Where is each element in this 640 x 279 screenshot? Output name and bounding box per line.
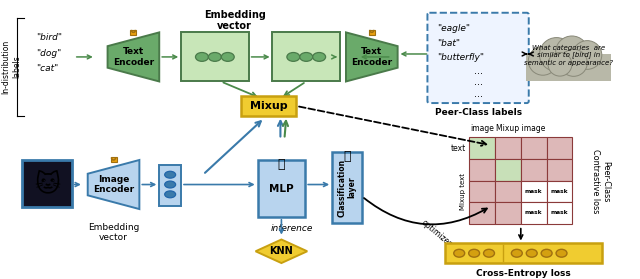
Text: Mixup: Mixup [250, 101, 287, 111]
Text: Cross-Entropy loss: Cross-Entropy loss [476, 269, 571, 278]
Text: "cat": "cat" [36, 64, 58, 73]
Bar [181, 32, 248, 81]
Ellipse shape [195, 52, 209, 61]
Text: Text
Encoder: Text Encoder [351, 47, 392, 67]
Text: optimizes: optimizes [419, 218, 454, 249]
Text: "eagle": "eagle" [437, 24, 470, 33]
Bar [547, 138, 572, 159]
Bar [332, 152, 362, 223]
Text: "dog": "dog" [36, 49, 61, 57]
Text: "bat": "bat" [437, 39, 460, 48]
Ellipse shape [484, 249, 495, 257]
Ellipse shape [221, 52, 234, 61]
Bar [521, 138, 547, 159]
Ellipse shape [511, 249, 522, 257]
Text: "butterfly": "butterfly" [437, 53, 484, 62]
Bar [445, 243, 602, 263]
Text: Peer-Class labels: Peer-Class labels [435, 108, 522, 117]
Bar [469, 202, 495, 224]
Ellipse shape [300, 52, 313, 61]
Bar [241, 96, 296, 116]
Ellipse shape [526, 249, 537, 257]
Text: MLP: MLP [269, 184, 294, 194]
Polygon shape [88, 160, 140, 209]
Text: Image
Encoder: Image Encoder [93, 175, 134, 194]
Bar [495, 138, 521, 159]
Polygon shape [346, 32, 397, 81]
Bar [22, 160, 72, 207]
Bar [547, 181, 572, 202]
Text: Mixup image: Mixup image [496, 124, 545, 133]
Text: mask: mask [525, 189, 543, 194]
Bar [131, 30, 136, 35]
FancyBboxPatch shape [428, 13, 529, 103]
Ellipse shape [468, 249, 479, 257]
Ellipse shape [287, 52, 300, 61]
Text: image: image [470, 124, 494, 133]
Bar [469, 138, 495, 159]
Bar [521, 202, 547, 224]
Text: Mixup text: Mixup text [460, 173, 466, 210]
Circle shape [529, 47, 557, 75]
Text: Peer-Class
Contrastive loss: Peer-Class Contrastive loss [591, 149, 610, 214]
Text: ...: ... [474, 89, 483, 99]
Text: Classification
layer: Classification layer [337, 158, 356, 217]
Text: mask: mask [551, 210, 568, 215]
Bar [469, 159, 495, 181]
Ellipse shape [164, 191, 175, 198]
Bar [521, 181, 547, 202]
Text: KNN: KNN [269, 246, 293, 256]
Bar [495, 181, 521, 202]
Ellipse shape [209, 52, 221, 61]
Text: mask: mask [525, 210, 543, 215]
Circle shape [540, 38, 573, 71]
Text: 🔥: 🔥 [343, 150, 351, 163]
Text: ...: ... [474, 66, 483, 76]
Bar [526, 54, 611, 81]
Bar [547, 202, 572, 224]
Ellipse shape [313, 52, 326, 61]
Text: ...: ... [474, 77, 483, 87]
Text: text: text [451, 144, 466, 153]
Bar [111, 157, 116, 162]
Bar [521, 159, 547, 181]
Polygon shape [255, 239, 307, 263]
Circle shape [556, 36, 588, 68]
Text: mask: mask [551, 189, 568, 194]
Bar [495, 159, 521, 181]
Ellipse shape [164, 171, 175, 178]
Text: In-distribution
labels: In-distribution labels [1, 40, 21, 94]
Text: Embedding
vector: Embedding vector [204, 10, 266, 32]
Bar [495, 202, 521, 224]
Text: 🔥: 🔥 [278, 158, 285, 171]
Text: 🐱: 🐱 [34, 172, 60, 196]
Text: What categories  are
similar to [bird] in
semantic or appearance?: What categories are similar to [bird] in… [524, 44, 613, 66]
Circle shape [560, 49, 588, 76]
Bar [159, 165, 181, 206]
Text: Text
Encoder: Text Encoder [113, 47, 154, 67]
Ellipse shape [454, 249, 465, 257]
Bar [369, 30, 375, 35]
Text: "bird": "bird" [36, 33, 62, 42]
Bar [273, 32, 340, 81]
Bar [547, 159, 572, 181]
Text: inference: inference [271, 224, 313, 233]
Ellipse shape [556, 249, 567, 257]
Bar [469, 181, 495, 202]
Ellipse shape [541, 249, 552, 257]
Circle shape [548, 52, 572, 76]
Circle shape [573, 41, 602, 69]
Ellipse shape [164, 181, 175, 188]
Text: Embedding
vector: Embedding vector [88, 223, 140, 242]
Bar [257, 160, 305, 217]
Polygon shape [108, 32, 159, 81]
